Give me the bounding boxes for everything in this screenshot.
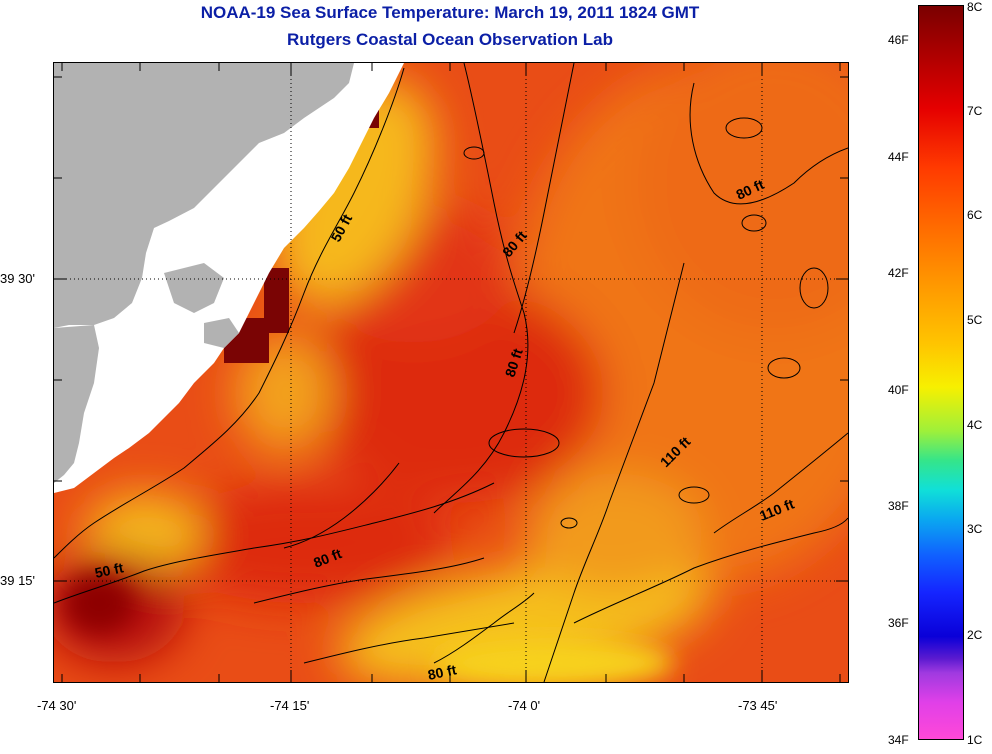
colorbar-label-8c: 8C (967, 0, 983, 14)
colorbar-label-4c: 4C (967, 418, 983, 432)
colorbar-label-5c: 5C (967, 313, 983, 327)
land-area (54, 63, 354, 483)
lon-label-73-45: -73 45' (738, 698, 778, 713)
sst-map-canvas: 50 ft 80 ft 80 ft 80 ft 80 ft 110 ft 110… (54, 63, 848, 682)
graticule (54, 63, 848, 682)
temperature-field (54, 63, 848, 682)
colorbar-label-46f: 46F (888, 33, 909, 47)
colorbar-label-36f: 36F (888, 616, 909, 630)
lon-label-74-30: -74 30' (37, 698, 77, 713)
lat-label-39-30: 39 30' (0, 271, 36, 286)
colorbar-label-2c: 2C (967, 628, 983, 642)
depth-contours (54, 63, 848, 682)
colorbar-label-38f: 38F (888, 499, 909, 513)
lon-label-74-15: -74 15' (270, 698, 310, 713)
map-subtitle: Rutgers Coastal Ocean Observation Lab (287, 30, 613, 49)
colorbar-label-3c: 3C (967, 522, 983, 536)
lat-label-39-15: 39 15' (0, 573, 36, 588)
colorbar-label-42f: 42F (888, 266, 909, 280)
temperature-colorbar (918, 5, 964, 740)
contour-label-50ft-south: 50 ft (93, 559, 125, 581)
colorbar-label-44f: 44F (888, 150, 909, 164)
colorbar-label-1c: 1C (967, 733, 983, 747)
colorbar-label-40f: 40F (888, 383, 909, 397)
colorbar-label-7c: 7C (967, 104, 983, 118)
sst-map: 50 ft 80 ft 80 ft 80 ft 80 ft 110 ft 110… (53, 62, 849, 683)
map-title: NOAA-19 Sea Surface Temperature: March 1… (200, 3, 700, 22)
colorbar-label-34f: 34F (888, 733, 909, 747)
lon-label-74-0: -74 0' (508, 698, 541, 713)
colorbar-label-6c: 6C (967, 208, 983, 222)
frame-ticks (54, 63, 848, 682)
